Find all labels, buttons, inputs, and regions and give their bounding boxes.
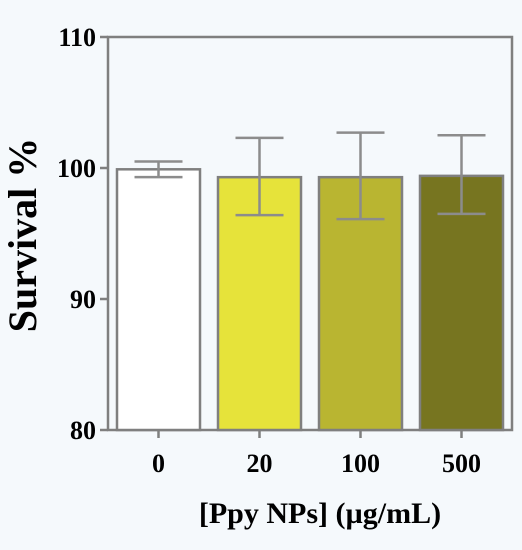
x-axis: 0 20 100 500 (152, 430, 481, 478)
y-tick-label: 110 (58, 23, 96, 52)
plot-border (106, 35, 514, 432)
y-axis: 80 90 100 110 (57, 23, 108, 445)
y-tick-label: 100 (57, 154, 96, 183)
y-axis-title: Survival % (0, 138, 45, 332)
bars-group (115, 168, 505, 432)
y-tick-label: 80 (70, 416, 96, 445)
y-tick-label: 90 (70, 285, 96, 314)
error-bar-500 (437, 134, 486, 216)
bar-0 (115, 168, 202, 432)
x-axis-title: [Ppy NPs] (µg/mL) (199, 497, 441, 530)
error-bar-0 (134, 160, 183, 179)
x-tick-label: 20 (247, 449, 273, 478)
error-bar-100 (336, 131, 385, 221)
x-tick-label: 500 (442, 449, 481, 478)
x-tick-label: 0 (152, 449, 165, 478)
error-bar-20 (235, 136, 284, 217)
plot-frame (106, 35, 514, 432)
x-tick-label: 100 (341, 449, 380, 478)
error-bars-group (134, 131, 486, 221)
